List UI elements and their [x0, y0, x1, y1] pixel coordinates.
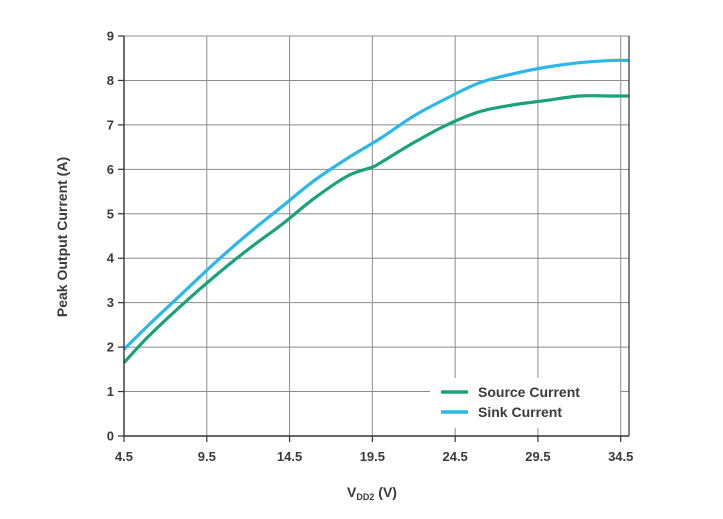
- x-tick-label: 4.5: [115, 449, 133, 464]
- x-tick-label: 9.5: [198, 449, 216, 464]
- x-tick-label: 14.5: [277, 449, 302, 464]
- legend-background: [430, 378, 620, 428]
- x-axis-title: VDD2 (V): [347, 484, 397, 502]
- tick-labels: 0 1 2 3 4 5 6 7 8 9 4.5 9.5 14.5 19.5 24.5 29.5 34.5: [107, 29, 634, 465]
- legend-label-source-current: Source Current: [478, 384, 580, 400]
- grid: [124, 35, 629, 436]
- legend-label-sink-current: Sink Current: [478, 404, 562, 420]
- series-line-source-current: [122, 94, 629, 364]
- x-axis-title-unit: (V): [374, 484, 397, 500]
- series-line-sink-current: [122, 58, 630, 351]
- y-axis-title: Peak Output Current (A): [54, 157, 70, 317]
- y-tick-label: 3: [107, 295, 114, 310]
- x-tick-label: 19.5: [360, 449, 385, 464]
- y-tick-label: 5: [107, 206, 114, 221]
- x-tick-label: 24.5: [442, 449, 467, 464]
- y-tick-label: 0: [107, 429, 114, 444]
- y-tick-label: 8: [107, 73, 114, 88]
- series-lines: [122, 58, 630, 364]
- axes: [118, 35, 630, 442]
- y-tick-label: 6: [107, 162, 114, 177]
- y-tick-label: 1: [107, 384, 114, 399]
- y-tick-label: 7: [107, 117, 114, 132]
- x-tick-label: 34.5: [608, 449, 633, 464]
- x-axis-title-subscript: DD2: [356, 492, 374, 502]
- y-tick-label: 4: [107, 251, 115, 266]
- y-tick-label: 9: [107, 29, 114, 44]
- y-tick-label: 2: [107, 340, 114, 355]
- legend: Source Current Sink Current: [430, 378, 620, 428]
- x-axis-title-main: V: [347, 484, 357, 500]
- x-tick-label: 29.5: [525, 449, 550, 464]
